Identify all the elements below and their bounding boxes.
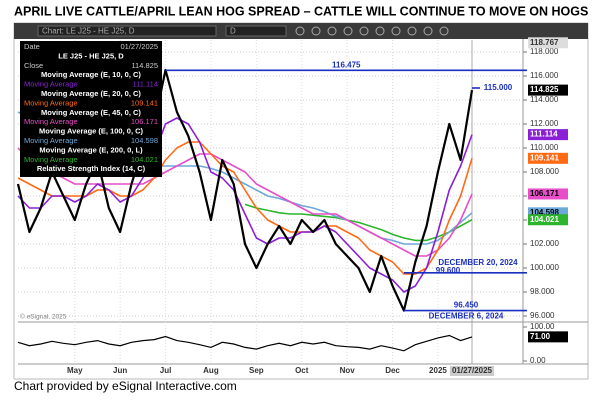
symbol-text: Chart: LE J25 - HE J25, D	[42, 27, 135, 36]
last-value-label: 104.598	[530, 208, 559, 217]
x-tick-label: Jun	[113, 366, 127, 375]
icon[interactable]	[295, 26, 305, 36]
annotation-note: DECEMBER 6, 2024	[429, 312, 504, 321]
y-tick-label: 112.000	[530, 119, 559, 128]
icon[interactable]	[423, 26, 433, 36]
legend-row-label: Moving Average	[24, 80, 78, 89]
legend-row-value: 106.171	[131, 117, 158, 126]
info-box	[20, 41, 162, 177]
icon[interactable]	[343, 26, 353, 36]
y-tick-label: 116.000	[530, 71, 559, 80]
last-value-label: 106.171	[530, 189, 559, 198]
legend-name: Moving Average (E, 10, 0, C)	[41, 70, 141, 79]
info-date-value: 01/27/2025	[120, 42, 158, 51]
series-line	[17, 117, 473, 293]
last-value-label-box	[528, 207, 568, 219]
legend-row-value: 111.114	[133, 80, 158, 89]
icon[interactable]	[375, 26, 385, 36]
info-date-label: Date	[24, 42, 40, 51]
chart-title: APRIL LIVE CATTLE/APRIL LEAN HOG SPREAD …	[14, 4, 588, 18]
watermark: © eSignal, 2025	[20, 313, 67, 321]
x-tick-label: 2025	[429, 366, 447, 375]
x-tick-label: Sep	[249, 366, 264, 375]
x-tick-label: Jul	[160, 366, 172, 375]
y-tick-label: 100.000	[530, 263, 559, 272]
last-value-label: 114.825	[530, 85, 559, 94]
legend-row-label: Moving Average	[24, 98, 78, 107]
interval-field[interactable]	[225, 25, 287, 37]
annotation-bg	[481, 83, 515, 93]
toolbar-icons	[295, 26, 449, 36]
last-value-label-box	[528, 214, 568, 226]
annotation-label: 115.000	[484, 83, 513, 92]
legend-name: Moving Average (E, 200, 0, L)	[39, 145, 143, 154]
y-tick-label: 118.000	[530, 47, 559, 56]
legend-rsi-name: Relative Strength Index (14, C)	[37, 164, 146, 173]
legend-row-value: 104.598	[131, 136, 158, 145]
icon[interactable]	[439, 26, 449, 36]
icon[interactable]	[311, 26, 321, 36]
annotation-label: 99.600	[436, 266, 461, 275]
series-line	[17, 147, 473, 257]
last-value-label-box	[528, 129, 568, 141]
rsi-tick-label: 0.00	[530, 356, 546, 365]
annotation-label: 96.450	[454, 301, 479, 310]
y-tick-label: 108.000	[530, 167, 559, 176]
y-tick-label: 98.000	[530, 287, 555, 296]
last-value-label: 104.021	[530, 215, 559, 224]
series-line	[17, 141, 473, 275]
last-value-label-box	[528, 188, 568, 200]
interval-text: D	[230, 27, 236, 36]
x-tick-label: 01/27/2025	[452, 366, 493, 375]
icon[interactable]	[391, 26, 401, 36]
rsi-last-box	[528, 331, 568, 343]
x-tick-label: May	[67, 366, 83, 375]
legend-name: Moving Average (E, 45, 0, C)	[41, 108, 141, 117]
x-tick-label: Oct	[295, 366, 309, 375]
top-price-label: 118.767	[530, 38, 559, 47]
legend-name: Moving Average (E, 100, 0, C)	[39, 127, 144, 136]
icon[interactable]	[407, 26, 417, 36]
top-price-label-box	[528, 37, 568, 49]
rsi-tick-label: 100.00	[530, 322, 555, 331]
rsi-line	[17, 334, 473, 352]
rsi-last-label: 71.00	[530, 332, 551, 341]
annotation-note: DECEMBER 20, 2024	[438, 258, 518, 267]
series-line	[244, 203, 473, 242]
y-tick-label: 102.000	[530, 239, 559, 248]
legend-name: Moving Average (E, 20, 0, C)	[41, 89, 141, 98]
last-value-label: 111.114	[530, 130, 558, 139]
legend-row-label: Moving Average	[24, 155, 78, 164]
last-value-label-box	[528, 152, 568, 164]
y-tick-label: 114.000	[530, 95, 559, 104]
legend-row-label: Moving Average	[24, 117, 78, 126]
info-close-label: Close	[24, 61, 43, 70]
symbol-field[interactable]	[37, 25, 217, 37]
x-tick-label: Aug	[203, 366, 219, 375]
y-tick-label: 96.000	[530, 311, 555, 320]
last-value-label: 109.141	[530, 153, 559, 162]
info-symbol: LE J25 - HE J25, D	[58, 51, 124, 60]
legend-row-value: 109.141	[131, 98, 158, 107]
info-close-value: 114.825	[131, 61, 158, 70]
x-tick-box	[450, 366, 494, 376]
x-tick-label: Nov	[340, 366, 356, 375]
source: Chart provided by eSignal Interactive.co…	[14, 379, 237, 393]
x-tick-label: Dec	[385, 366, 400, 375]
legend-row-value: 104.021	[131, 155, 158, 164]
last-value-label-box	[528, 84, 568, 96]
icon[interactable]	[359, 26, 369, 36]
icon[interactable]	[327, 26, 337, 36]
annotation-label: 116.475	[332, 60, 361, 69]
legend-row-label: Moving Average	[24, 136, 78, 145]
y-tick-label: 110.000	[530, 143, 559, 152]
